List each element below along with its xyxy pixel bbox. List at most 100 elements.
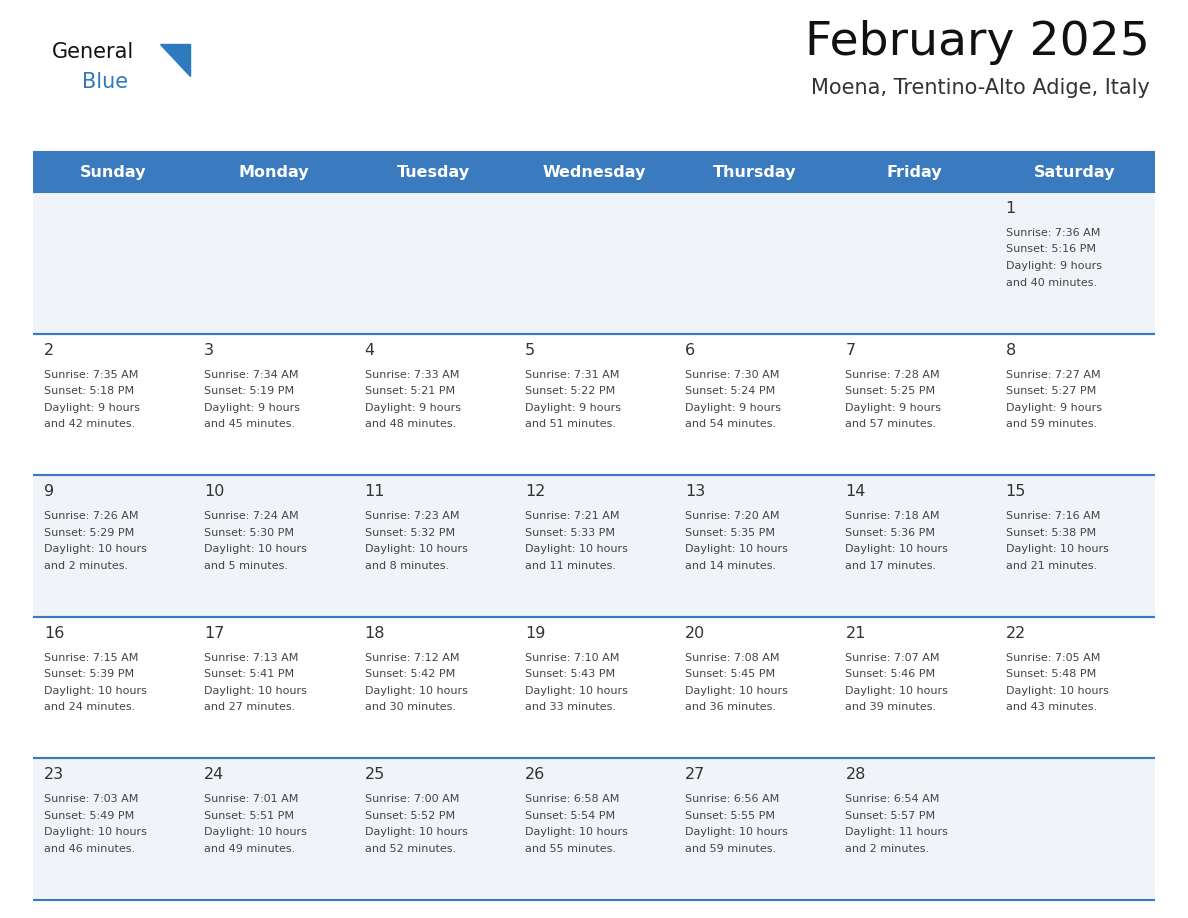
Text: Sunrise: 7:28 AM: Sunrise: 7:28 AM [846, 370, 940, 380]
Text: Sunset: 5:57 PM: Sunset: 5:57 PM [846, 811, 936, 821]
Text: 17: 17 [204, 626, 225, 641]
Text: Sunrise: 7:18 AM: Sunrise: 7:18 AM [846, 511, 940, 521]
Bar [33, 152, 1155, 192]
Text: and 54 minutes.: and 54 minutes. [685, 420, 776, 429]
Text: Daylight: 10 hours: Daylight: 10 hours [365, 827, 467, 837]
Text: and 46 minutes.: and 46 minutes. [44, 844, 135, 854]
Text: Sunrise: 6:54 AM: Sunrise: 6:54 AM [846, 794, 940, 804]
Text: Sunrise: 7:05 AM: Sunrise: 7:05 AM [1006, 653, 1100, 663]
Text: Sunset: 5:21 PM: Sunset: 5:21 PM [365, 386, 455, 396]
Text: Sunset: 5:39 PM: Sunset: 5:39 PM [44, 669, 134, 679]
Text: and 2 minutes.: and 2 minutes. [846, 844, 929, 854]
Text: Saturday: Saturday [1034, 164, 1116, 180]
Text: 4: 4 [365, 342, 374, 358]
Text: Sunset: 5:35 PM: Sunset: 5:35 PM [685, 528, 775, 538]
Text: Daylight: 9 hours: Daylight: 9 hours [365, 403, 461, 412]
Text: Daylight: 10 hours: Daylight: 10 hours [525, 686, 627, 696]
Text: 5: 5 [525, 342, 535, 358]
Text: and 17 minutes.: and 17 minutes. [846, 561, 936, 571]
Text: Sunrise: 7:27 AM: Sunrise: 7:27 AM [1006, 370, 1100, 380]
Text: and 42 minutes.: and 42 minutes. [44, 420, 135, 429]
Text: and 2 minutes.: and 2 minutes. [44, 561, 128, 571]
Bar [33, 476, 1155, 617]
Text: 23: 23 [44, 767, 64, 782]
Text: and 27 minutes.: and 27 minutes. [204, 702, 296, 712]
Text: and 55 minutes.: and 55 minutes. [525, 844, 615, 854]
Text: Moena, Trentino-Alto Adige, Italy: Moena, Trentino-Alto Adige, Italy [811, 78, 1150, 98]
Text: Daylight: 9 hours: Daylight: 9 hours [1006, 403, 1101, 412]
Text: Sunrise: 7:24 AM: Sunrise: 7:24 AM [204, 511, 299, 521]
Polygon shape [160, 44, 190, 76]
Text: 26: 26 [525, 767, 545, 782]
Text: Sunset: 5:22 PM: Sunset: 5:22 PM [525, 386, 615, 396]
Text: Daylight: 10 hours: Daylight: 10 hours [525, 544, 627, 554]
Text: Sunrise: 6:56 AM: Sunrise: 6:56 AM [685, 794, 779, 804]
Text: Daylight: 10 hours: Daylight: 10 hours [846, 544, 948, 554]
Text: and 49 minutes.: and 49 minutes. [204, 844, 296, 854]
Text: and 40 minutes.: and 40 minutes. [1006, 277, 1097, 287]
Text: Sunrise: 7:34 AM: Sunrise: 7:34 AM [204, 370, 299, 380]
Text: 15: 15 [1006, 484, 1026, 499]
Text: 8: 8 [1006, 342, 1016, 358]
Text: Monday: Monday [238, 164, 309, 180]
Text: Daylight: 10 hours: Daylight: 10 hours [44, 544, 147, 554]
Text: Sunset: 5:45 PM: Sunset: 5:45 PM [685, 669, 776, 679]
Text: 28: 28 [846, 767, 866, 782]
Text: Sunrise: 7:20 AM: Sunrise: 7:20 AM [685, 511, 779, 521]
Text: and 57 minutes.: and 57 minutes. [846, 420, 936, 429]
Text: Tuesday: Tuesday [397, 164, 470, 180]
Text: Sunday: Sunday [80, 164, 146, 180]
Text: and 14 minutes.: and 14 minutes. [685, 561, 776, 571]
Text: 12: 12 [525, 484, 545, 499]
Text: Sunset: 5:54 PM: Sunset: 5:54 PM [525, 811, 615, 821]
Text: Sunset: 5:51 PM: Sunset: 5:51 PM [204, 811, 295, 821]
Text: Sunrise: 7:35 AM: Sunrise: 7:35 AM [44, 370, 138, 380]
Text: Sunset: 5:55 PM: Sunset: 5:55 PM [685, 811, 775, 821]
Text: and 43 minutes.: and 43 minutes. [1006, 702, 1097, 712]
Text: Sunrise: 7:13 AM: Sunrise: 7:13 AM [204, 653, 298, 663]
Text: Sunrise: 7:03 AM: Sunrise: 7:03 AM [44, 794, 138, 804]
Bar [33, 617, 1155, 758]
Text: Sunset: 5:36 PM: Sunset: 5:36 PM [846, 528, 935, 538]
Text: Daylight: 10 hours: Daylight: 10 hours [846, 686, 948, 696]
Text: Sunset: 5:38 PM: Sunset: 5:38 PM [1006, 528, 1095, 538]
Text: Daylight: 10 hours: Daylight: 10 hours [365, 686, 467, 696]
Text: Sunrise: 6:58 AM: Sunrise: 6:58 AM [525, 794, 619, 804]
Text: Sunrise: 7:26 AM: Sunrise: 7:26 AM [44, 511, 139, 521]
Text: Sunrise: 7:07 AM: Sunrise: 7:07 AM [846, 653, 940, 663]
Text: 7: 7 [846, 342, 855, 358]
Text: 1: 1 [1006, 201, 1016, 216]
Text: Daylight: 10 hours: Daylight: 10 hours [525, 827, 627, 837]
Text: Wednesday: Wednesday [542, 164, 646, 180]
Text: Sunset: 5:42 PM: Sunset: 5:42 PM [365, 669, 455, 679]
Text: Daylight: 11 hours: Daylight: 11 hours [846, 827, 948, 837]
Text: Sunrise: 7:31 AM: Sunrise: 7:31 AM [525, 370, 619, 380]
Text: 16: 16 [44, 626, 64, 641]
Text: 14: 14 [846, 484, 866, 499]
Bar [33, 758, 1155, 900]
Text: Sunset: 5:18 PM: Sunset: 5:18 PM [44, 386, 134, 396]
Text: and 48 minutes.: and 48 minutes. [365, 420, 456, 429]
Text: Daylight: 10 hours: Daylight: 10 hours [204, 544, 308, 554]
Text: General: General [52, 42, 134, 62]
Text: 11: 11 [365, 484, 385, 499]
Text: Sunset: 5:48 PM: Sunset: 5:48 PM [1006, 669, 1097, 679]
Text: Sunrise: 7:33 AM: Sunrise: 7:33 AM [365, 370, 459, 380]
Text: and 33 minutes.: and 33 minutes. [525, 702, 615, 712]
Text: and 36 minutes.: and 36 minutes. [685, 702, 776, 712]
Text: Sunrise: 7:15 AM: Sunrise: 7:15 AM [44, 653, 138, 663]
Text: Sunset: 5:43 PM: Sunset: 5:43 PM [525, 669, 615, 679]
Text: Sunset: 5:46 PM: Sunset: 5:46 PM [846, 669, 936, 679]
Text: 2: 2 [44, 342, 55, 358]
Text: Sunrise: 7:21 AM: Sunrise: 7:21 AM [525, 511, 619, 521]
Bar [33, 333, 1155, 476]
Text: Sunrise: 7:01 AM: Sunrise: 7:01 AM [204, 794, 298, 804]
Text: and 5 minutes.: and 5 minutes. [204, 561, 289, 571]
Text: Daylight: 9 hours: Daylight: 9 hours [1006, 261, 1101, 271]
Text: Sunrise: 7:10 AM: Sunrise: 7:10 AM [525, 653, 619, 663]
Text: February 2025: February 2025 [805, 20, 1150, 65]
Text: 13: 13 [685, 484, 706, 499]
Text: and 59 minutes.: and 59 minutes. [685, 844, 776, 854]
Text: and 51 minutes.: and 51 minutes. [525, 420, 615, 429]
Text: Daylight: 10 hours: Daylight: 10 hours [685, 686, 788, 696]
